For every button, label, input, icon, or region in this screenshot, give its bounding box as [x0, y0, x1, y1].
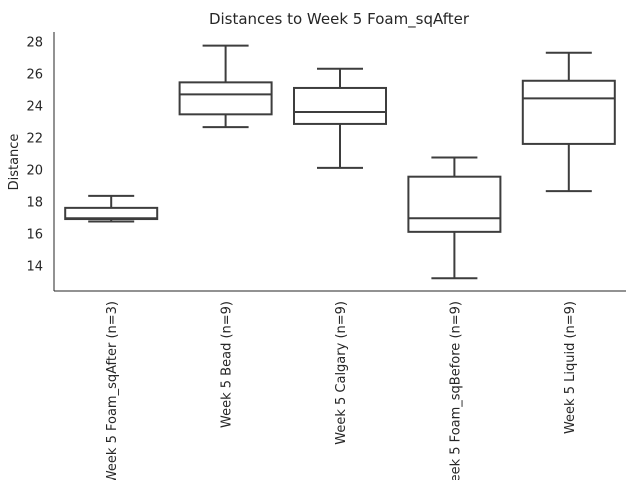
- y-axis-label: Distance: [7, 134, 22, 191]
- x-tick-label: Week 5 Foam_sqBefore (n=9): [448, 301, 463, 480]
- y-tick-label: 14: [26, 259, 43, 274]
- x-tick-label: Week 5 Liquid (n=9): [563, 301, 578, 434]
- x-tick-label: Week 5 Calgary (n=9): [334, 301, 349, 445]
- y-tick-label: 18: [26, 195, 43, 210]
- x-tick-label: Week 5 Bead (n=9): [220, 301, 235, 428]
- y-tick-label: 26: [26, 68, 43, 83]
- y-tick-label: 16: [26, 227, 43, 242]
- chart-title: Distances to Week 5 Foam_sqAfter: [209, 10, 470, 29]
- x-tick-label: Week 5 Foam_sqAfter (n=3): [105, 301, 120, 480]
- box-iqr: [178, 81, 273, 116]
- box-iqr: [293, 86, 387, 125]
- y-tick-label: 24: [26, 100, 43, 115]
- plot-area: 14 16 18 20 22 24 26 28 Week 5 Foam_sqAfter (n=3…: [26, 32, 626, 480]
- y-tick-label: 28: [26, 36, 43, 51]
- box-iqr: [407, 175, 502, 233]
- y-tick-label: 20: [26, 163, 43, 178]
- y-tick-label: 22: [26, 132, 43, 147]
- box-iqr: [521, 79, 616, 145]
